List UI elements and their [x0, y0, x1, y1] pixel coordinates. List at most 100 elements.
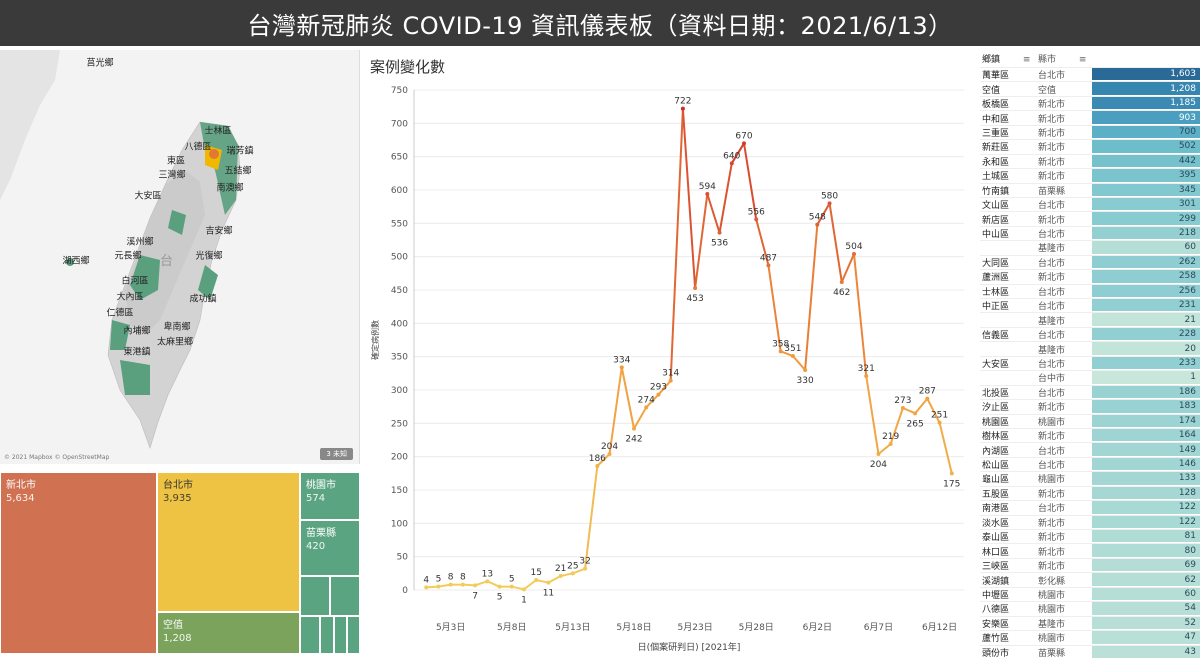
data-point	[827, 201, 832, 206]
table-row[interactable]: 板橋區 新北市 1,185	[980, 95, 1200, 111]
table-row[interactable]: 桃園區 桃園市 174	[980, 413, 1200, 428]
table-row[interactable]: 基隆市 60	[980, 240, 1200, 255]
cell-count: 128	[1092, 486, 1200, 501]
table-row[interactable]: 基隆市 21	[980, 312, 1200, 327]
table-row[interactable]: 信義區 台北市 228	[980, 326, 1200, 342]
treemap-cell-small[interactable]	[300, 576, 330, 616]
data-label: 1	[521, 595, 527, 605]
series-line-segment	[681, 108, 697, 289]
map-label: 東港鎮	[123, 347, 151, 358]
chart-svg: 0 50 100 150 200 250 300 350 400 450 500 550 600 650 7…	[370, 86, 964, 653]
data-label: 330	[797, 376, 814, 386]
series-line-segment	[657, 380, 672, 396]
map-canvas: 台	[0, 50, 241, 449]
treemap-cell-taoyuan[interactable]: 桃園市 574	[300, 472, 360, 520]
table-row[interactable]: 萬華區 台北市 1,603	[980, 67, 1200, 82]
series-line-segment	[523, 579, 537, 591]
table-row[interactable]: 竹南鎮 苗栗縣 345	[980, 182, 1200, 197]
table-row[interactable]: 三峽區 新北市 69	[980, 557, 1200, 573]
table-row[interactable]: 八德區 桃園市 54	[980, 601, 1200, 616]
table-row[interactable]: 樹林區 新北市 164	[980, 427, 1200, 443]
table-row[interactable]: 新莊區 新北市 502	[980, 139, 1200, 154]
data-label: 204	[601, 442, 618, 452]
table-row[interactable]: 龜山區 桃園市 133	[980, 471, 1200, 486]
table-row[interactable]: 南港區 台北市 122	[980, 500, 1200, 515]
treemap-cell-small[interactable]	[330, 576, 360, 616]
table-row[interactable]: 北投區 台北市 186	[980, 384, 1200, 400]
sort-icon[interactable]: ≡	[1078, 55, 1087, 65]
table-row[interactable]: 文山區 台北市 301	[980, 196, 1200, 212]
table-row[interactable]: 蘆洲區 新北市 258	[980, 269, 1200, 284]
y-tick-label: 550	[391, 219, 408, 229]
cell-count: 81	[1092, 530, 1200, 544]
table-row[interactable]: 三重區 新北市 700	[980, 124, 1200, 140]
cell-count: 1	[1092, 371, 1200, 385]
table-row[interactable]: 中正區 台北市 231	[980, 298, 1200, 313]
col-header-city[interactable]: 縣市 ≡	[1038, 55, 1087, 65]
data-point	[522, 587, 526, 592]
case-line-chart: 案例變化數 0 50 100 150 200 250 300 350 400 450 500 550 6…	[364, 50, 974, 660]
data-label: 175	[943, 479, 960, 489]
table-row[interactable]: 大安區 台北市 233	[980, 355, 1200, 371]
table-row[interactable]: 溪湖鎮 彰化縣 62	[980, 572, 1200, 587]
table-row[interactable]: 中和區 新北市 903	[980, 110, 1200, 125]
treemap-cell-small[interactable]	[300, 616, 320, 654]
table-row[interactable]: 松山區 台北市 146	[980, 456, 1200, 472]
data-label: 594	[699, 182, 716, 192]
cell-count: 122	[1092, 515, 1200, 529]
treemap-label: 苗栗縣	[306, 528, 336, 539]
table-row[interactable]: 空值 空值 1,208	[980, 81, 1200, 96]
table-row[interactable]: 台中市 1	[980, 370, 1200, 385]
table-row[interactable]: 五股區 新北市 128	[980, 485, 1200, 501]
table-row[interactable]: 大同區 台北市 262	[980, 254, 1200, 270]
cell-count: 146	[1092, 457, 1200, 472]
table-row[interactable]: 林口區 新北市 80	[980, 543, 1200, 558]
data-label: 5	[509, 575, 515, 585]
cell-city: 台中市	[1038, 374, 1066, 385]
x-tick-label: 6月7日	[864, 622, 893, 633]
table-row[interactable]: 中壢區 桃園市 60	[980, 586, 1200, 602]
y-tick-label: 250	[391, 419, 408, 429]
table-row[interactable]: 蘆竹區 桃園市 47	[980, 630, 1200, 645]
treemap-cell-miaoli[interactable]: 苗栗縣 420	[300, 520, 360, 576]
table-row[interactable]: 泰山區 新北市 81	[980, 529, 1200, 544]
data-point	[778, 349, 783, 354]
data-point	[729, 161, 734, 166]
table-row[interactable]: 內湖區 台北市 149	[980, 442, 1200, 457]
treemap-cell-small[interactable]	[320, 616, 334, 654]
table-row[interactable]: 汐止區 新北市 183	[980, 399, 1200, 414]
treemap-cell-null[interactable]: 空值 1,208	[157, 612, 300, 654]
table-row[interactable]: 淡水區 新北市 122	[980, 514, 1200, 529]
table-row[interactable]: 士林區 台北市 256	[980, 283, 1200, 298]
table-row[interactable]: 基隆市 20	[980, 341, 1200, 356]
data-point	[900, 406, 905, 410]
cell-town: 信義區	[982, 331, 1010, 342]
table-row[interactable]: 頭份市 苗栗縣 43	[980, 644, 1200, 659]
treemap-cell-new-taipei[interactable]: 新北市 5,634	[0, 472, 157, 654]
taiwan-map[interactable]: 台 莒光鄉 士林區 八德區 東區 瑞芳鎮 三灣鄉 五結鄉 南澳鄉 大安區 吉安鄉…	[0, 50, 360, 464]
data-point	[717, 230, 722, 235]
cell-city: 苗栗縣	[1038, 648, 1066, 659]
treemap-cell-taipei[interactable]: 台北市 3,935	[157, 472, 300, 612]
data-label: 287	[919, 387, 936, 397]
data-point	[424, 585, 429, 590]
cell-count: 164	[1092, 428, 1200, 443]
unknown-badge[interactable]: 3 未知	[320, 448, 353, 460]
y-tick-label: 300	[391, 386, 408, 396]
table-row[interactable]: 新店區 新北市 299	[980, 211, 1200, 226]
table-row[interactable]: 土城區 新北市 395	[980, 168, 1200, 183]
data-point	[705, 192, 710, 196]
treemap-cell-small[interactable]	[334, 616, 347, 654]
table-row[interactable]: 安樂區 基隆市 52	[980, 615, 1200, 631]
cell-city: 新北市	[1038, 215, 1066, 226]
cell-count: 60	[1092, 587, 1200, 602]
sort-icon[interactable]: ≡	[1022, 55, 1031, 65]
table-row[interactable]: 永和區 新北市 442	[980, 153, 1200, 169]
data-point	[668, 378, 673, 383]
treemap-cell-small[interactable]	[347, 616, 360, 654]
cell-city: 基隆市	[1038, 244, 1066, 255]
col-header-town[interactable]: 鄉鎮 ≡	[982, 55, 1031, 65]
table-row[interactable]: 中山區 台北市 218	[980, 225, 1200, 241]
data-point	[925, 396, 930, 401]
data-point	[460, 582, 465, 587]
